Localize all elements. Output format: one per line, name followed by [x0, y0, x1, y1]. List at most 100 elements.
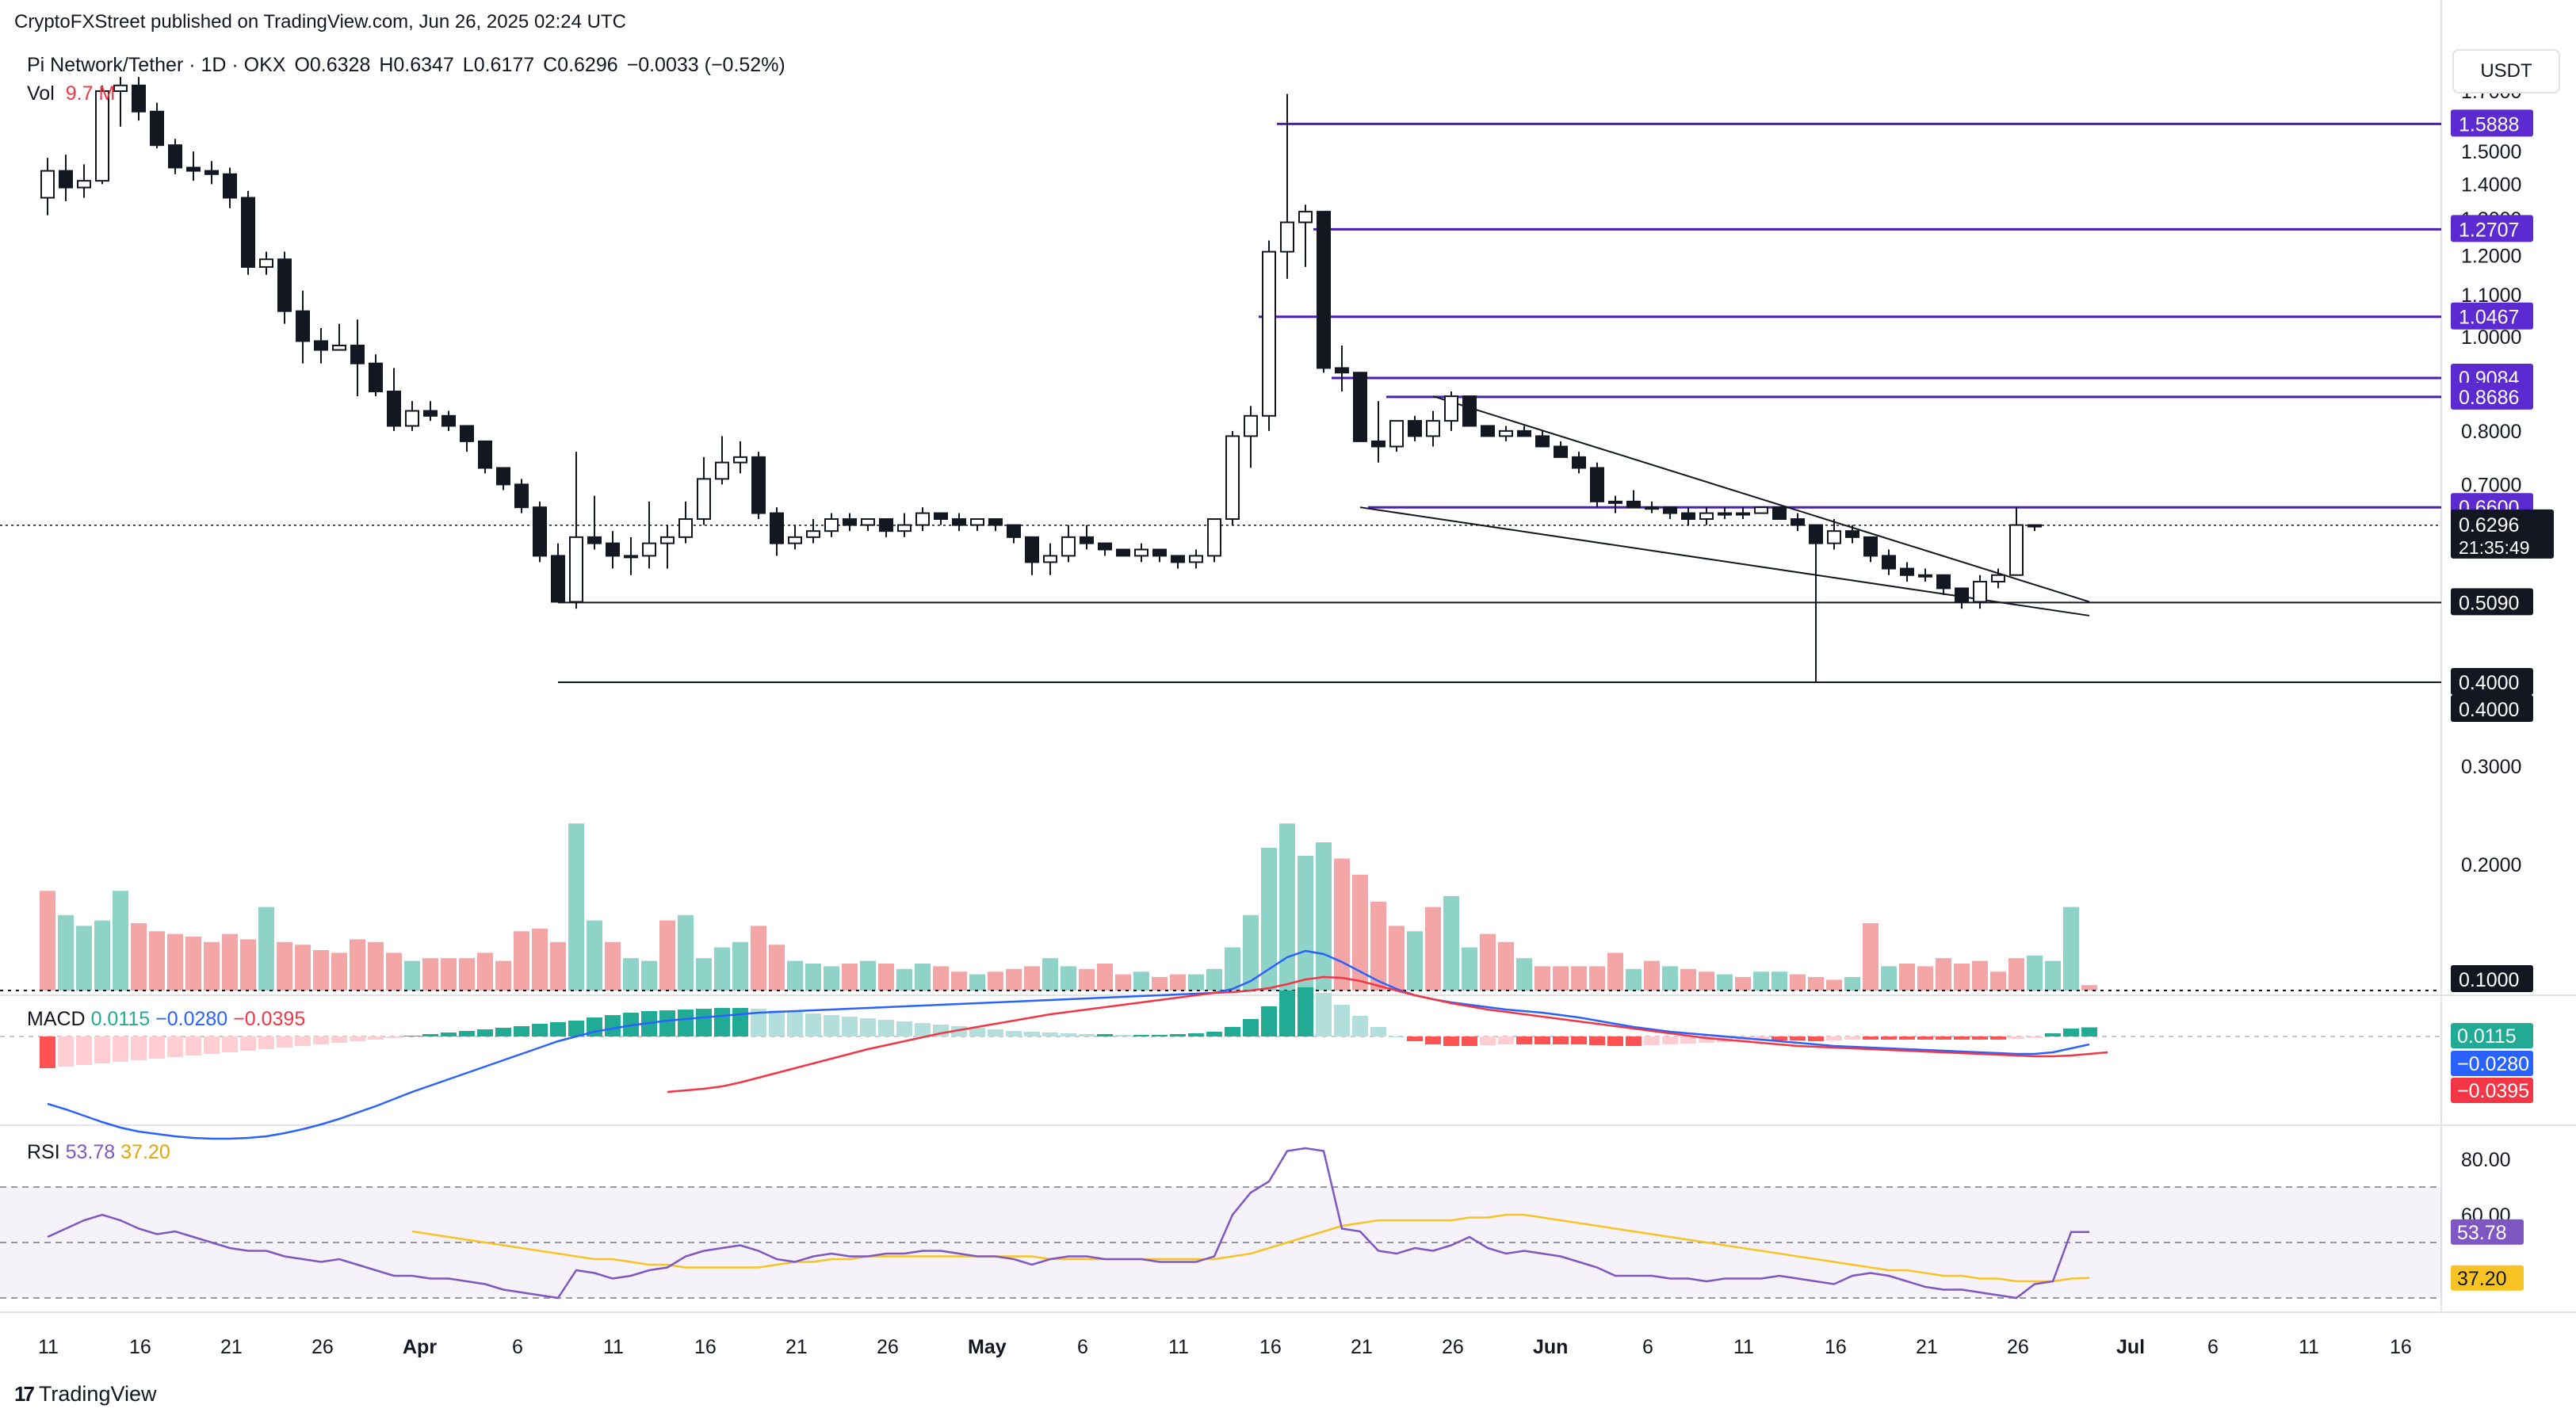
- macd-histogram-bar: [842, 1017, 858, 1036]
- level-label-box: [2451, 695, 2533, 723]
- volume-bar: [1133, 971, 1149, 991]
- macd-histogram-bar: [1462, 1036, 1477, 1046]
- candle-body: [1754, 506, 1768, 514]
- open-value: O0.6328: [294, 54, 371, 76]
- macd-histogram-bar: [678, 1010, 694, 1036]
- volume-bar: [422, 958, 438, 991]
- macd-legend: MACD 0.0115 −0.0280 −0.0395: [27, 1008, 305, 1031]
- macd-histogram-bar: [1826, 1036, 1842, 1040]
- volume-bar: [495, 960, 511, 991]
- macd-histogram-bar: [1115, 1035, 1131, 1036]
- macd-histogram-bar: [1589, 1036, 1605, 1045]
- level-label-box: [2451, 109, 2533, 137]
- volume-bar: [1516, 958, 1532, 991]
- macd-histogram-bar: [1261, 1006, 1277, 1036]
- x-tick-label: 11: [38, 1336, 59, 1358]
- candle-body: [405, 410, 419, 427]
- candle-body: [551, 555, 565, 603]
- candle-body: [788, 536, 802, 544]
- macd-histogram-bar: [1790, 1036, 1806, 1040]
- candle-body: [40, 170, 55, 199]
- candle-body: [1973, 581, 1987, 603]
- level-label-text: 0.5090: [2459, 592, 2519, 614]
- x-tick-label: 21: [1351, 1336, 1373, 1358]
- candle-body: [1681, 512, 1695, 521]
- volume-bar: [805, 964, 821, 991]
- x-tick-label: 11: [1168, 1336, 1189, 1358]
- macd-histogram-bar: [787, 1012, 803, 1036]
- macd-histogram-bar: [769, 1010, 785, 1036]
- volume-bar: [1662, 966, 1678, 991]
- volume-bar: [386, 952, 402, 991]
- rsi-ma-box: [2451, 1265, 2524, 1291]
- macd-histogram-bar: [441, 1033, 457, 1036]
- level-label-text: 0.1000: [2459, 969, 2519, 991]
- volume-bar: [94, 920, 110, 991]
- macd-value-box: [2451, 1051, 2533, 1076]
- change-value: −0.0033 (−0.52%): [626, 54, 785, 76]
- volume-bar: [76, 926, 92, 991]
- level-label-text: 0.4000: [2459, 672, 2519, 694]
- candle-body: [1116, 548, 1130, 557]
- volume-bar: [696, 958, 712, 991]
- volume-label: Vol: [27, 82, 55, 105]
- low-value: L0.6177: [462, 54, 535, 76]
- macd-histogram-bar: [1808, 1036, 1824, 1041]
- volume-bar: [514, 931, 529, 991]
- tradingview-logo[interactable]: 17 TradingView: [14, 1382, 157, 1407]
- candle-body: [204, 170, 219, 175]
- candle-body: [168, 144, 182, 169]
- candle-body: [1061, 536, 1076, 557]
- x-tick-label: 16: [694, 1336, 717, 1358]
- candle-body: [1572, 456, 1586, 469]
- x-tick-label: 26: [311, 1336, 334, 1358]
- level-label-text: 0.8686: [2459, 387, 2519, 409]
- volume-bar: [2008, 958, 2024, 991]
- volume-bar: [40, 891, 55, 991]
- volume-bar: [1480, 933, 1496, 991]
- volume-bar: [1771, 971, 1787, 991]
- macd-histogram-bar: [915, 1023, 931, 1036]
- macd-histogram-bar: [40, 1036, 55, 1068]
- macd-histogram-bar: [1644, 1036, 1660, 1045]
- macd-histogram-bar: [1316, 993, 1332, 1036]
- candle-body: [314, 340, 328, 351]
- candle-body: [915, 512, 930, 526]
- candle-body: [1298, 211, 1313, 223]
- candle-body: [369, 362, 383, 392]
- candle-body: [642, 542, 656, 557]
- macd-histogram-bar: [1006, 1031, 1022, 1036]
- candle-body: [1772, 506, 1787, 521]
- symbol-label[interactable]: Pi Network/Tether · 1D · OKX: [27, 54, 286, 76]
- horizontal-levels: [0, 122, 2441, 684]
- volume-bar: [1917, 966, 1933, 991]
- candle-body: [1007, 524, 1021, 538]
- level-label-text: 1.5888: [2459, 113, 2519, 136]
- volume-bar: [1024, 966, 1040, 991]
- macd-histogram-bar: [1863, 1036, 1878, 1040]
- volume-bar: [1899, 964, 1915, 991]
- volume-bar: [842, 964, 858, 991]
- x-tick-label: May: [968, 1336, 1007, 1358]
- candle-body: [1098, 542, 1112, 551]
- candle-body: [1462, 395, 1477, 427]
- candlesticks: [40, 77, 2042, 683]
- candle-body: [1791, 518, 1805, 526]
- macd-histogram-bar: [1389, 1036, 1405, 1037]
- currency-button[interactable]: USDT: [2452, 49, 2560, 94]
- macd-histogram-bar: [732, 1008, 748, 1036]
- candle-body: [824, 518, 839, 532]
- macd-histogram-bar: [1061, 1033, 1076, 1036]
- macd-histogram-bar: [185, 1036, 201, 1055]
- macd-histogram-bar: [258, 1036, 274, 1049]
- macd-histogram-bar: [1936, 1036, 1951, 1040]
- volume-bar: [331, 952, 347, 991]
- candle-body: [533, 506, 547, 557]
- macd-histogram-bar: [1972, 1036, 1988, 1040]
- volume-bar: [113, 891, 128, 991]
- volume-bar: [915, 964, 931, 991]
- macd-histogram-bar: [1133, 1035, 1149, 1036]
- candle-body: [1499, 429, 1513, 437]
- tradingview-icon: 17: [14, 1382, 35, 1406]
